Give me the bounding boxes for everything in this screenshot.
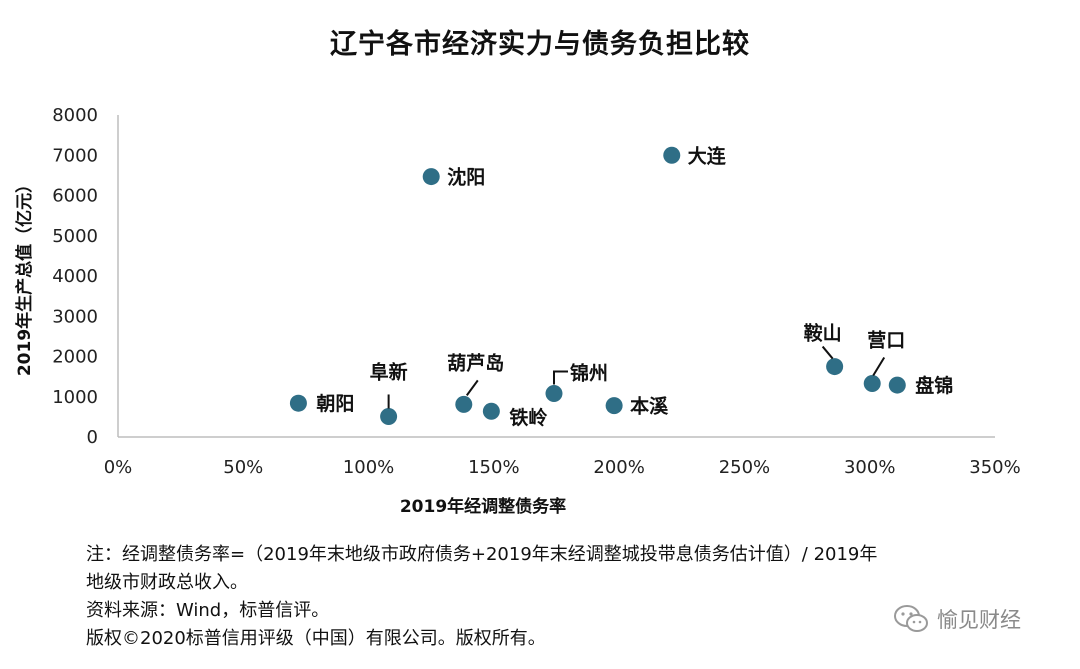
point-label: 朝阳 [316,393,354,415]
leader-line [872,356,886,376]
source-line: 资料来源：Wind，标普信评。 [86,600,330,621]
axes [117,115,995,438]
point-label: 葫芦岛 [447,351,504,374]
x-tick-label: 150% [468,457,519,478]
note-line: 注：经调整债务率=（2019年末地级市政府债务+2019年末经调整城投带息债务估… [86,544,878,565]
chart-title: 辽宁各市经济实力与债务负担比较 [330,29,750,60]
x-tick-label: 50% [223,457,263,478]
wechat-icon [894,605,928,632]
point-label: 锦州 [570,362,608,385]
footnotes: 注：经调整债务率=（2019年末地级市政府债务+2019年末经调整城投带息债务估… [86,541,1046,653]
watermark: 愉见财经 [893,604,1021,634]
y-tick-labels: 0 1000 2000 3000 4000 5000 6000 7000 8000 [52,105,98,448]
point-label: 本溪 [630,395,669,418]
scatter-chart: 0% 50% 100% 150% 200% 250% 300% 350% 0 1000 2000 3… [14,105,1021,517]
data-points [289,146,906,425]
watermark-text: 愉见财经 [937,608,1021,632]
x-tick-label: 350% [969,457,1020,478]
y-tick-label: 1000 [52,387,98,408]
x-tick-label: 0% [104,457,133,478]
y-tick-label: 5000 [52,226,98,247]
y-tick-label: 7000 [52,145,98,166]
data-point [380,407,398,425]
x-tick-label: 300% [844,457,895,478]
x-tick-label: 100% [343,457,394,478]
data-point [826,358,844,376]
point-label: 沈阳 [447,166,485,189]
point-label: 阜新 [370,360,408,383]
data-point [605,397,623,415]
copyright-line: 版权©2020标普信用评级（中国）有限公司。版权所有。 [86,628,546,649]
data-point [863,374,881,392]
data-point [482,402,500,420]
leader-line [552,370,568,385]
point-label: 鞍山 [804,322,842,345]
y-tick-label: 4000 [52,266,98,287]
data-point [545,385,563,403]
data-point [888,376,906,394]
data-point [289,394,307,412]
point-label: 营口 [867,328,905,351]
y-tick-label: 3000 [52,306,98,327]
x-tick-label: 250% [719,457,770,478]
y-tick-label: 0 [87,427,98,448]
x-tick-label: 200% [593,457,644,478]
leader-line [821,345,834,360]
data-point [455,395,473,413]
y-tick-label: 6000 [52,186,98,207]
x-axis-title: 2019年经调整债务率 [400,496,566,517]
note-line: 地级市财政总收入。 [86,572,248,593]
y-tick-label: 8000 [52,105,98,126]
point-label: 大连 [688,144,727,167]
y-axis-title: 2019年生产总值（亿元） [14,176,35,376]
point-label: 铁岭 [509,406,547,429]
data-point [422,168,440,186]
data-point [663,146,681,164]
point-label: 盘锦 [915,374,953,397]
y-tick-label: 2000 [52,347,98,368]
leader-line [465,379,479,396]
x-tick-labels: 0% 50% 100% 150% 200% 250% 300% 350% [104,457,1021,478]
